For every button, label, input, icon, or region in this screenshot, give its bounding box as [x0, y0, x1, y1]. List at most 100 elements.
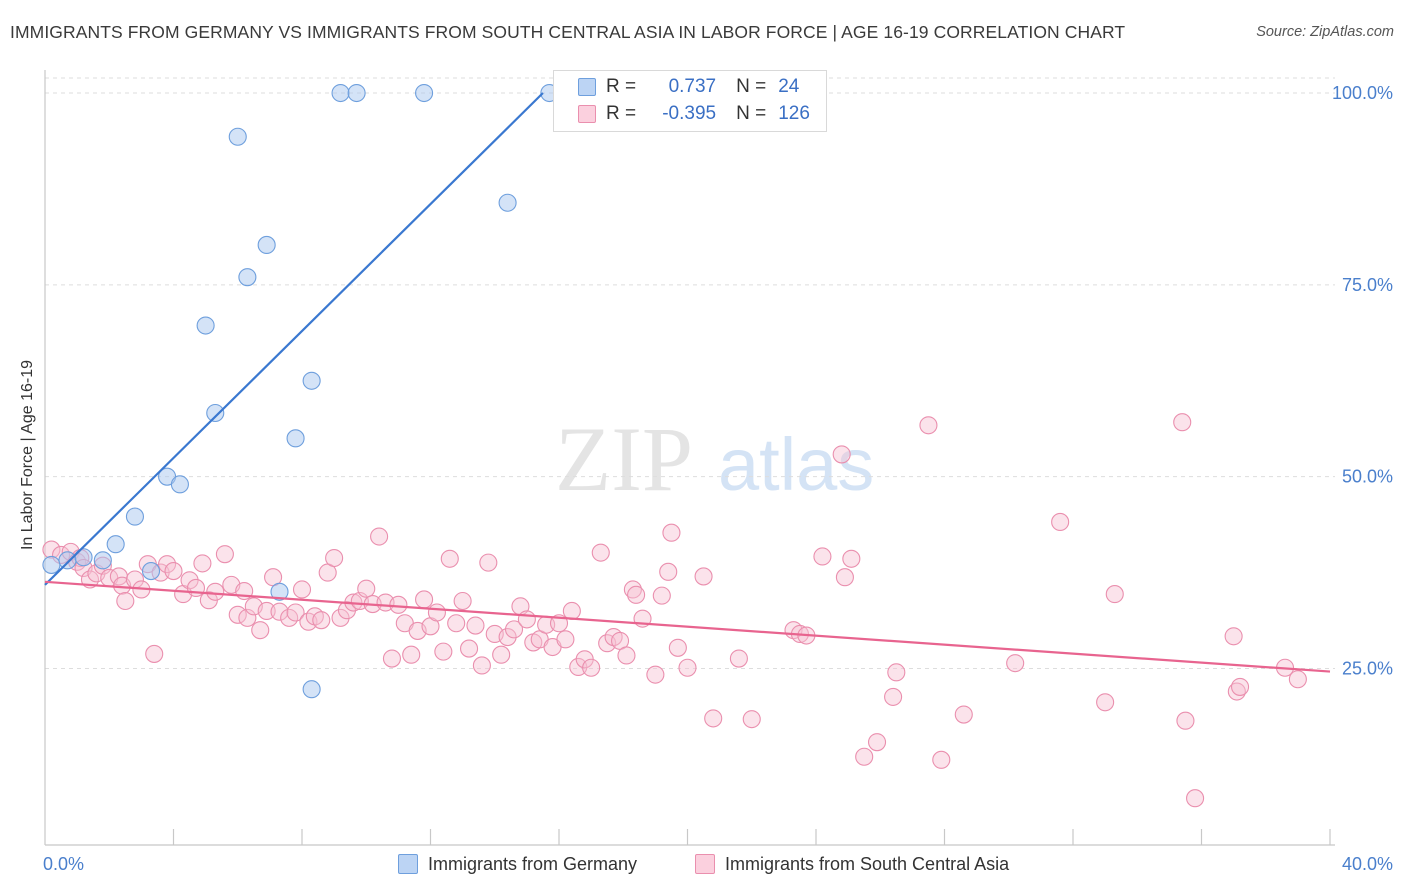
- sca-point: [215, 545, 234, 564]
- germany-point: [415, 83, 434, 103]
- germany-point: [93, 551, 112, 570]
- germany-point: [196, 316, 215, 335]
- sca-point: [447, 614, 466, 633]
- sca-point: [459, 639, 479, 658]
- sca-point: [292, 580, 312, 599]
- sca-point: [238, 608, 257, 627]
- watermark-zip: ZIP: [555, 408, 693, 510]
- sca-point: [562, 601, 581, 621]
- sca-point: [325, 548, 344, 568]
- germany-trend-line: [44, 92, 544, 586]
- germany-point: [125, 507, 144, 526]
- sca-point: [357, 579, 376, 598]
- sca-legend-swatch: [695, 854, 715, 874]
- sca-point: [453, 591, 472, 611]
- sca-point: [504, 620, 524, 639]
- sca-point: [623, 580, 642, 599]
- sca-point: [186, 578, 206, 597]
- sca-point: [1096, 693, 1115, 712]
- y-tick-label: 100.0%: [1332, 83, 1393, 103]
- sca-point: [591, 543, 610, 562]
- sca-point: [193, 554, 212, 573]
- sca-point: [1051, 512, 1070, 532]
- legend-sca-n: 126: [778, 103, 810, 124]
- germany-legend-swatch: [398, 854, 418, 874]
- legend-n-label: N =: [736, 76, 767, 97]
- sca-point: [887, 663, 906, 682]
- germany-point: [206, 403, 225, 423]
- sca-point: [164, 562, 183, 581]
- gridlines: [45, 77, 1335, 670]
- x-tick-label: 0.0%: [43, 854, 84, 874]
- sca-point: [1224, 627, 1243, 646]
- germany-point: [170, 475, 189, 494]
- germany-point: [42, 555, 61, 574]
- sca-point: [1105, 585, 1124, 604]
- sca-point: [855, 747, 874, 766]
- germany-point: [106, 535, 125, 554]
- sca-point: [180, 571, 199, 590]
- sca-point: [415, 590, 434, 609]
- germany-point: [58, 551, 77, 570]
- legend-r-label: R =: [606, 103, 637, 124]
- sca-point: [158, 555, 177, 574]
- tick-labels: 25.0% 50.0% 75.0% 100.0% 0.0% 40.0%: [43, 83, 1393, 874]
- chart-title: IMMIGRANTS FROM GERMANY VS IMMIGRANTS FR…: [10, 22, 1126, 42]
- sca-point: [662, 523, 681, 542]
- sca-point: [382, 649, 402, 668]
- sca-point: [832, 445, 851, 464]
- sca-point: [884, 687, 903, 706]
- legend-germany-r: 0.737: [668, 76, 717, 97]
- sca-point: [331, 608, 350, 627]
- germany-point: [347, 83, 366, 103]
- germany-point: [238, 268, 257, 287]
- germany-swatch: [578, 78, 596, 96]
- germany-point: [228, 127, 247, 146]
- sca-point: [286, 603, 305, 622]
- correlation-legend: R = 0.737 N = 24 R = -0.395 N = 126: [553, 70, 827, 132]
- sca-point: [270, 602, 289, 621]
- sca-point: [427, 603, 446, 622]
- germany-point: [257, 235, 276, 255]
- germany-point: [286, 429, 305, 448]
- sca-point: [1173, 413, 1192, 432]
- sca-point: [617, 646, 636, 665]
- sca-point: [1186, 789, 1205, 808]
- legend-row-germany: R = 0.737 N = 24: [578, 75, 799, 99]
- sca-point: [704, 709, 723, 728]
- sca-point: [1231, 677, 1250, 696]
- sca-point: [370, 527, 389, 546]
- sca-points: [42, 413, 1307, 808]
- sca-point: [498, 628, 517, 647]
- sca-point: [517, 610, 536, 629]
- sca-point: [729, 649, 748, 668]
- sca-point: [668, 638, 687, 657]
- sca-point: [919, 416, 938, 435]
- sca-point: [694, 567, 713, 586]
- sca-point: [479, 553, 498, 572]
- legend-germany-n: 24: [778, 76, 800, 97]
- sca-point: [145, 644, 164, 663]
- sca-point: [835, 568, 854, 587]
- sca-point: [492, 645, 511, 664]
- sca-point: [556, 630, 575, 649]
- legend-r-label: R =: [606, 76, 637, 97]
- germany-point: [302, 371, 321, 390]
- sca-point: [337, 601, 357, 620]
- sca-point: [1288, 670, 1307, 689]
- sca-point: [627, 585, 646, 604]
- sca-point: [842, 549, 861, 568]
- sca-point: [1176, 711, 1195, 730]
- sca-point: [434, 642, 453, 661]
- sca-point: [228, 605, 247, 624]
- germany-point: [141, 562, 161, 581]
- bottom-legend-germany: Immigrants from Germany: [398, 852, 637, 876]
- sca-point: [440, 549, 459, 568]
- watermark: ZIP atlas: [555, 408, 874, 510]
- sca-point: [678, 658, 697, 677]
- trend-lines: [44, 92, 1331, 673]
- sca-point: [646, 665, 665, 684]
- sca-point: [813, 547, 832, 566]
- sca-point: [932, 750, 951, 769]
- sca-point: [257, 601, 276, 621]
